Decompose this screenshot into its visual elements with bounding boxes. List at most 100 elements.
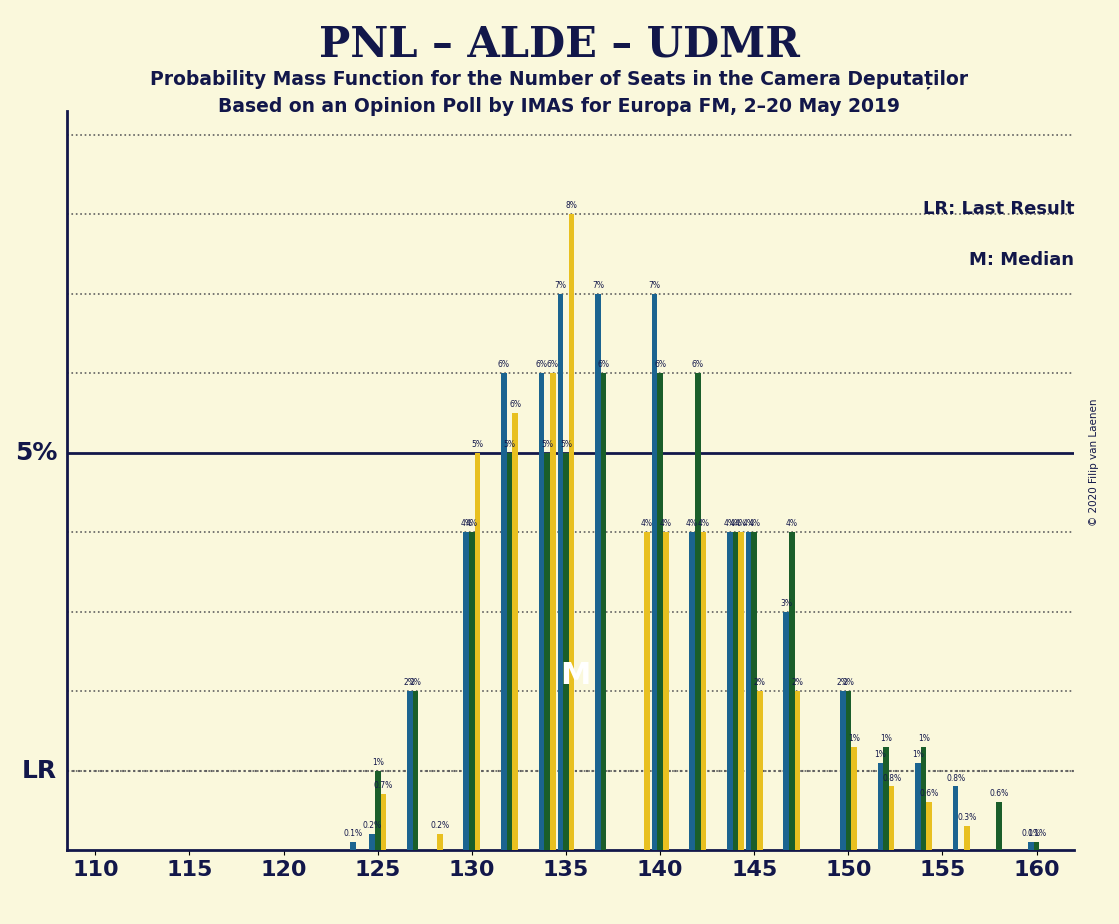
- Text: 2%: 2%: [843, 678, 854, 687]
- Bar: [438, 834, 443, 850]
- Bar: [758, 691, 763, 850]
- Bar: [651, 294, 657, 850]
- Bar: [369, 834, 375, 850]
- Bar: [501, 373, 507, 850]
- Bar: [645, 532, 650, 850]
- Text: 4%: 4%: [641, 519, 652, 529]
- Text: 4%: 4%: [466, 519, 478, 529]
- Bar: [601, 373, 606, 850]
- Bar: [695, 373, 700, 850]
- Text: 0.1%: 0.1%: [1022, 829, 1041, 838]
- Bar: [1028, 842, 1034, 850]
- Text: 1%: 1%: [880, 734, 892, 743]
- Text: 0.7%: 0.7%: [374, 782, 393, 790]
- Bar: [927, 802, 932, 850]
- Bar: [563, 453, 568, 850]
- Text: 5%: 5%: [471, 440, 483, 449]
- Text: © 2020 Filip van Laenen: © 2020 Filip van Laenen: [1090, 398, 1099, 526]
- Bar: [700, 532, 706, 850]
- Bar: [745, 532, 751, 850]
- Bar: [888, 786, 894, 850]
- Bar: [544, 453, 549, 850]
- Text: 4%: 4%: [724, 519, 736, 529]
- Text: 1%: 1%: [918, 734, 930, 743]
- Text: 4%: 4%: [749, 519, 760, 529]
- Bar: [789, 532, 794, 850]
- Text: 2%: 2%: [410, 678, 422, 687]
- Text: 2%: 2%: [404, 678, 415, 687]
- Text: 1%: 1%: [874, 749, 886, 759]
- Text: 6%: 6%: [547, 360, 558, 370]
- Text: 0.2%: 0.2%: [431, 821, 450, 830]
- Text: 4%: 4%: [460, 519, 472, 529]
- Bar: [375, 771, 380, 850]
- Bar: [877, 762, 883, 850]
- Text: 5%: 5%: [15, 441, 57, 465]
- Text: Probability Mass Function for the Number of Seats in the Camera Deputaților: Probability Mass Function for the Number…: [150, 69, 969, 89]
- Bar: [513, 413, 518, 850]
- Text: 1%: 1%: [372, 758, 384, 767]
- Text: 1%: 1%: [912, 749, 924, 759]
- Text: 5%: 5%: [504, 440, 516, 449]
- Bar: [350, 842, 356, 850]
- Text: PNL – ALDE – UDMR: PNL – ALDE – UDMR: [319, 23, 800, 65]
- Text: LR: LR: [22, 759, 57, 783]
- Bar: [413, 691, 419, 850]
- Bar: [739, 532, 744, 850]
- Text: 7%: 7%: [554, 281, 566, 290]
- Text: 1%: 1%: [848, 734, 859, 743]
- Text: 4%: 4%: [660, 519, 671, 529]
- Text: 5%: 5%: [542, 440, 553, 449]
- Text: 2%: 2%: [791, 678, 803, 687]
- Text: 0.8%: 0.8%: [946, 773, 966, 783]
- Text: M: M: [561, 661, 591, 689]
- Text: 6%: 6%: [498, 360, 510, 370]
- Bar: [996, 802, 1002, 850]
- Text: 6%: 6%: [509, 400, 521, 409]
- Text: 0.6%: 0.6%: [989, 789, 1008, 798]
- Bar: [794, 691, 800, 850]
- Text: 4%: 4%: [697, 519, 709, 529]
- Text: 8%: 8%: [566, 201, 577, 211]
- Text: LR: Last Result: LR: Last Result: [923, 200, 1074, 217]
- Text: 4%: 4%: [730, 519, 742, 529]
- Text: 0.3%: 0.3%: [958, 813, 977, 822]
- Bar: [921, 747, 927, 850]
- Text: 6%: 6%: [692, 360, 704, 370]
- Text: 0.8%: 0.8%: [882, 773, 901, 783]
- Text: 5%: 5%: [560, 440, 572, 449]
- Bar: [507, 453, 513, 850]
- Bar: [852, 747, 857, 850]
- Bar: [474, 453, 480, 850]
- Text: 6%: 6%: [598, 360, 610, 370]
- Bar: [407, 691, 413, 850]
- Text: 6%: 6%: [655, 360, 666, 370]
- Bar: [915, 762, 921, 850]
- Bar: [538, 373, 544, 850]
- Text: 7%: 7%: [592, 281, 604, 290]
- Text: 4%: 4%: [786, 519, 798, 529]
- Text: 0.2%: 0.2%: [363, 821, 382, 830]
- Bar: [549, 373, 556, 850]
- Bar: [557, 294, 563, 850]
- Text: 0.1%: 0.1%: [1027, 829, 1046, 838]
- Text: 4%: 4%: [735, 519, 747, 529]
- Text: Based on an Opinion Poll by IMAS for Europa FM, 2–20 May 2019: Based on an Opinion Poll by IMAS for Eur…: [218, 97, 901, 116]
- Bar: [662, 532, 668, 850]
- Bar: [883, 747, 888, 850]
- Bar: [840, 691, 846, 850]
- Text: 2%: 2%: [754, 678, 765, 687]
- Bar: [380, 795, 386, 850]
- Bar: [733, 532, 739, 850]
- Bar: [965, 826, 970, 850]
- Bar: [952, 786, 959, 850]
- Bar: [1034, 842, 1040, 850]
- Text: 0.6%: 0.6%: [920, 789, 939, 798]
- Bar: [727, 532, 733, 850]
- Bar: [463, 532, 469, 850]
- Text: 6%: 6%: [536, 360, 547, 370]
- Text: 7%: 7%: [648, 281, 660, 290]
- Bar: [568, 214, 574, 850]
- Text: 0.1%: 0.1%: [344, 829, 363, 838]
- Bar: [689, 532, 695, 850]
